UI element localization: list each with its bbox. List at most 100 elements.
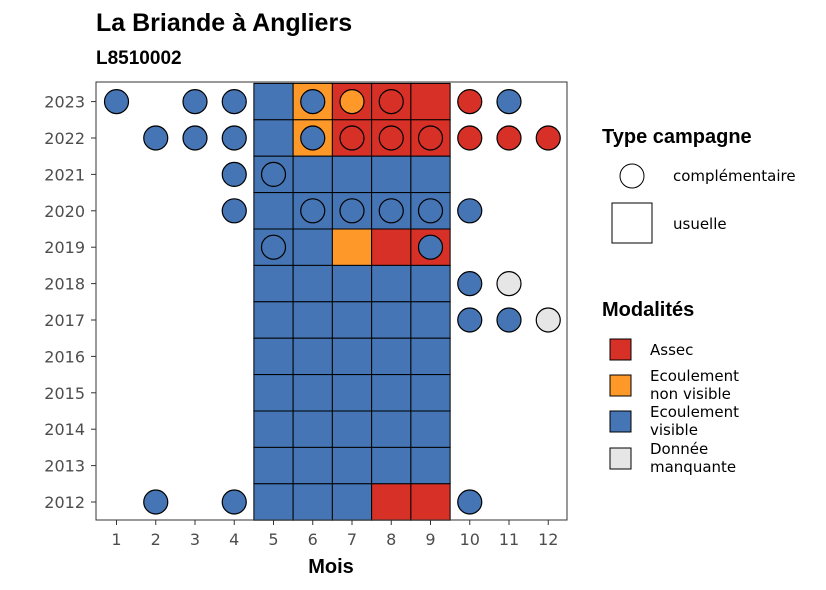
chart-subtitle: L8510002 — [96, 48, 182, 69]
usuelle-tile — [331, 155, 373, 194]
complementaire-point — [496, 271, 522, 297]
legend-circle-symbol — [619, 163, 645, 189]
usuelle-tiles — [253, 82, 451, 521]
complementaire-point — [535, 307, 561, 333]
legend-color-key — [609, 447, 632, 470]
complementaire-point — [300, 88, 326, 115]
complementaire-point — [339, 198, 365, 224]
usuelle-tile — [253, 82, 294, 121]
y-tick-label: 2023 — [44, 93, 85, 112]
complementaire-point — [143, 125, 169, 151]
x-tick-label: 8 — [386, 530, 396, 549]
complementaire-point — [496, 125, 522, 151]
usuelle-tile — [371, 410, 412, 448]
complementaire-point — [182, 88, 208, 115]
usuelle-tile — [292, 337, 333, 376]
legend-modalite-label: visible — [650, 421, 698, 439]
usuelle-tile — [292, 374, 333, 412]
complementaire-point — [378, 198, 404, 224]
usuelle-tile — [253, 192, 294, 230]
y-axis: 2012 2013 2014 2015 2016 2017 2018 2019 2020 2021… — [44, 93, 96, 512]
complementaire-point — [339, 125, 365, 151]
complementaire-point — [496, 307, 522, 333]
x-tick-label: 7 — [347, 530, 357, 549]
usuelle-tile — [253, 264, 294, 303]
complementaire-point — [221, 198, 247, 224]
usuelle-tile — [371, 264, 412, 303]
usuelle-tile — [410, 337, 451, 376]
complementaire-point — [496, 88, 522, 115]
usuelle-tile — [371, 446, 412, 485]
usuelle-tile — [292, 155, 333, 194]
usuelle-tile — [371, 374, 412, 412]
y-tick-label: 2022 — [44, 129, 85, 148]
usuelle-tile — [331, 446, 373, 485]
usuelle-tile — [410, 410, 451, 448]
usuelle-tile — [410, 374, 451, 412]
y-tick-label: 2016 — [44, 347, 85, 366]
legend-modalite-label: Assec — [650, 341, 693, 359]
legend-square-symbol — [611, 202, 653, 244]
complementaire-point — [457, 198, 483, 224]
x-tick-label: 6 — [308, 530, 318, 549]
usuelle-tile — [410, 82, 451, 121]
complementaire-point — [457, 307, 483, 333]
usuelle-tile — [292, 446, 333, 485]
legend-color-key — [609, 374, 632, 397]
y-tick-label: 2020 — [44, 202, 85, 221]
x-tick-label: 12 — [538, 530, 558, 549]
legend-modalite-label: manquante — [650, 458, 736, 476]
usuelle-tile — [371, 301, 412, 339]
y-tick-label: 2012 — [44, 493, 85, 512]
usuelle-tile — [410, 264, 451, 303]
y-tick-label: 2014 — [44, 420, 85, 439]
y-tick-label: 2018 — [44, 275, 85, 294]
complementaire-point — [260, 161, 287, 187]
complementaire-point — [143, 489, 169, 515]
chart-title: La Briande à Angliers — [96, 9, 352, 37]
x-tick-label: 2 — [151, 530, 161, 549]
usuelle-tile — [292, 301, 333, 339]
usuelle-tile — [331, 374, 373, 412]
x-tick-label: 1 — [111, 530, 121, 549]
usuelle-tile — [331, 483, 373, 521]
complementaire-point — [417, 234, 444, 260]
usuelle-tile — [331, 264, 373, 303]
usuelle-tile — [292, 483, 333, 521]
complementaire-point — [535, 125, 561, 151]
y-tick-label: 2013 — [44, 457, 85, 476]
complementaire-points — [103, 88, 561, 515]
usuelle-tile — [253, 446, 294, 485]
legend-modalite-label: Ecoulement — [650, 403, 739, 421]
complementaire-point — [378, 125, 404, 151]
complementaire-point — [417, 125, 444, 151]
x-tick-label: 4 — [229, 530, 239, 549]
x-tick-label: 9 — [425, 530, 435, 549]
usuelle-tile — [292, 228, 333, 266]
usuelle-tile — [410, 446, 451, 485]
panel-border — [95, 81, 568, 521]
complementaire-point — [221, 161, 247, 187]
complementaire-point — [300, 198, 326, 224]
complementaire-point — [457, 125, 483, 151]
complementaire-point — [457, 489, 483, 515]
usuelle-tile — [410, 301, 451, 339]
usuelle-tile — [331, 337, 373, 376]
usuelle-tile — [410, 155, 451, 194]
usuelle-tile — [253, 483, 294, 521]
y-tick-label: 2021 — [44, 165, 85, 184]
x-tick-label: 3 — [190, 530, 200, 549]
complementaire-point — [221, 125, 247, 151]
usuelle-tile — [410, 483, 451, 521]
legend-color-key — [609, 410, 632, 433]
usuelle-tile — [253, 374, 294, 412]
legend-type-campagne: Type campagne complémentaire usuelle — [602, 126, 796, 244]
usuelle-tile — [253, 119, 294, 157]
complementaire-point — [182, 125, 208, 151]
y-tick-label: 2015 — [44, 384, 85, 403]
x-axis-label: Mois — [308, 556, 354, 578]
legend-modalites-title: Modalités — [602, 299, 694, 321]
x-tick-label: 5 — [268, 530, 278, 549]
complementaire-point — [221, 88, 247, 115]
